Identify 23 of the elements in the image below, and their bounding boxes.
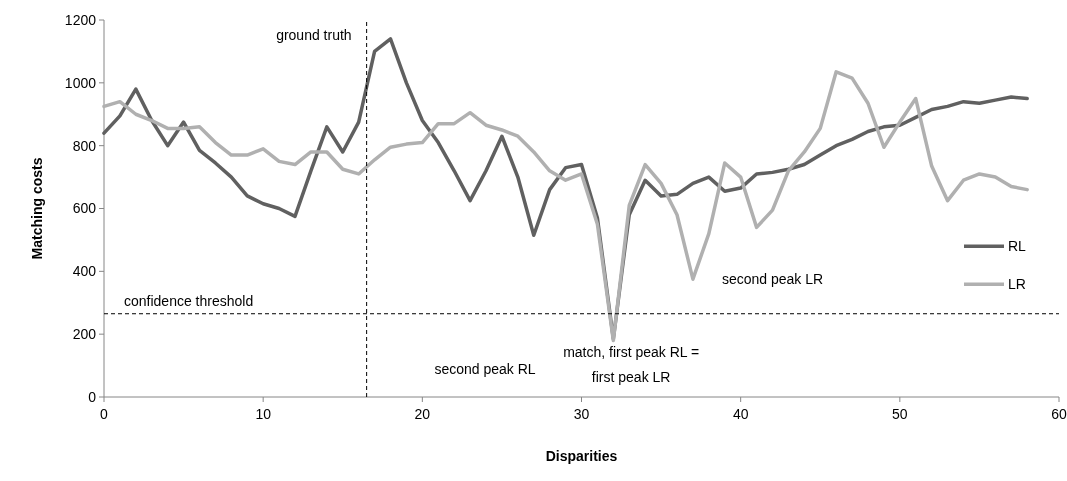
x-tick-label: 10 xyxy=(255,406,272,422)
y-tick-label: 600 xyxy=(72,200,97,217)
y-axis-title: Matching costs xyxy=(29,157,45,260)
legend-label: LR xyxy=(1008,276,1026,293)
x-tick-label: 40 xyxy=(732,406,749,422)
ref-line-label: ground truth xyxy=(276,27,352,43)
y-tick-label: 1200 xyxy=(64,11,97,28)
annotation: second peak LR xyxy=(721,270,824,287)
x-tick-label: 60 xyxy=(1051,406,1067,422)
y-tick-label: 200 xyxy=(72,326,97,343)
annotation: second peak RL xyxy=(434,361,536,378)
x-axis-title: Disparities xyxy=(545,448,618,464)
y-tick-label: 1000 xyxy=(64,74,97,91)
ref-line-label: confidence threshold xyxy=(124,292,254,309)
annotation: match, first peak RL = first peak LR xyxy=(563,344,700,386)
y-tick-label: 0 xyxy=(88,388,97,405)
y-tick-label: 800 xyxy=(72,137,97,154)
x-tick-label: 20 xyxy=(414,406,431,422)
x-tick-label: 50 xyxy=(892,406,908,422)
y-tick-label: 400 xyxy=(72,263,97,280)
x-tick-label: 30 xyxy=(573,406,590,422)
x-tick-label: 0 xyxy=(100,406,109,422)
legend-label: RL xyxy=(1008,238,1027,255)
